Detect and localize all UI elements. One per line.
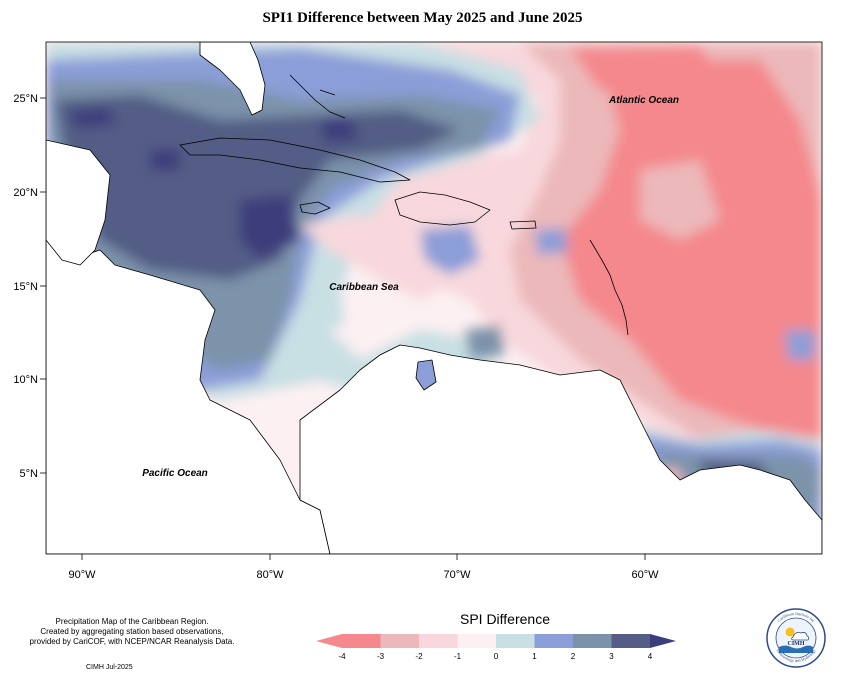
x-tick-label: 90°W [68, 569, 96, 581]
y-axis: 25°N 20°N 15°N 10°N 5°N [13, 93, 46, 480]
map-frame [45, 41, 823, 555]
credit-line-1: Precipitation Map of the Caribbean Regio… [55, 617, 209, 626]
very-wet-region-north [55, 95, 460, 280]
island-puerto-rico [509, 220, 537, 230]
legend-high-arrow [650, 634, 676, 648]
land-south-america [299, 344, 822, 554]
wetter-patch-venezuela [465, 325, 505, 360]
y-tick-label: 25°N [13, 93, 38, 105]
strong-dry-region-atlantic [560, 60, 822, 440]
cloud-icon [791, 632, 810, 641]
legend-title: SPI Difference [459, 611, 550, 627]
label-caribbean-sea: Caribbean Sea [329, 282, 399, 293]
legend-tick-label: -1 [454, 652, 462, 661]
cimh-logo: CIMH Caribbean Institute for Meteorology… [766, 608, 826, 668]
x-tick-label: 80°W [256, 569, 284, 581]
x-tick-label: 70°W [443, 569, 471, 581]
legend-tick-label: 0 [494, 652, 499, 661]
y-tick-label: 5°N [20, 468, 39, 480]
legend-tick-label: -3 [377, 652, 385, 661]
legend-swatch [496, 634, 535, 648]
legend-tick-label: -2 [415, 652, 423, 661]
sun-icon [785, 627, 795, 637]
legend-swatch [573, 634, 612, 648]
island-jamaica [299, 201, 331, 215]
spi-field [46, 42, 822, 554]
extreme-wet-core-2 [70, 108, 115, 128]
legend-swatch [457, 634, 497, 648]
y-tick-label: 20°N [13, 187, 38, 199]
legend-tick-label: 4 [648, 652, 653, 661]
wet-patch-caribbean [420, 225, 480, 275]
legend-swatch [611, 634, 651, 648]
y-tick-label: 10°N [13, 374, 38, 386]
dry-region-inner-pale [640, 160, 720, 240]
extreme-wet-core-3 [320, 118, 360, 142]
credit-line-2: Created by aggregating station based obs… [40, 627, 224, 636]
credit-line-3: provided by CariCOF, with NCEP/NCAR Rean… [29, 637, 235, 646]
legend-swatch [380, 634, 420, 648]
x-axis: 90°W 80°W 70°W 60°W [68, 554, 659, 581]
island-hispaniola [394, 191, 491, 226]
legend-swatch [419, 634, 458, 648]
extreme-wet-core-4 [150, 150, 180, 170]
credit-stamp: CIMH Jul-2025 [86, 664, 133, 671]
island-cuba [179, 137, 411, 183]
x-tick-label: 60°W [631, 569, 659, 581]
wave-icon [779, 645, 813, 653]
dry-patch-caribbean [300, 215, 460, 300]
y-tick-label: 15°N [13, 281, 38, 293]
island-bahamas [289, 74, 346, 119]
legend-tick-label: 3 [609, 652, 614, 661]
legend-low-arrow [316, 634, 342, 648]
island-lesser-antilles [589, 239, 629, 336]
wet-patch-puerto-rico [535, 228, 568, 255]
extreme-wet-core-1 [240, 195, 300, 260]
legend-tick-label: 2 [571, 652, 576, 661]
map-title: SPI1 Difference between May 2025 and Jun… [262, 10, 583, 26]
legend-tick-label: -4 [338, 652, 346, 661]
legend-tick-label: 1 [532, 652, 537, 661]
legend-colorbar: -4 -3 -2 -1 0 1 2 3 4 [316, 634, 676, 661]
credit-block: Precipitation Map of the Caribbean Regio… [12, 617, 252, 647]
logo-center-text: CIMH [788, 641, 805, 647]
wet-patch-east [785, 330, 815, 360]
land-yucatan [46, 139, 111, 266]
legend-swatch [534, 634, 574, 648]
islands [179, 74, 629, 336]
land-florida [199, 42, 266, 116]
spi-map: 90°W 80°W 70°W 60°W 25°N 20°N 15°N 10°N 5°N Atl… [13, 41, 823, 581]
label-atlantic-ocean: Atlantic Ocean [608, 95, 679, 106]
pale-patch-caribbean [310, 290, 345, 330]
land [46, 42, 822, 554]
strong-dry-region-north [570, 46, 720, 95]
label-pacific-ocean: Pacific Ocean [142, 468, 208, 479]
land-lake-maracaibo [415, 359, 437, 391]
legend-swatch [342, 634, 381, 648]
